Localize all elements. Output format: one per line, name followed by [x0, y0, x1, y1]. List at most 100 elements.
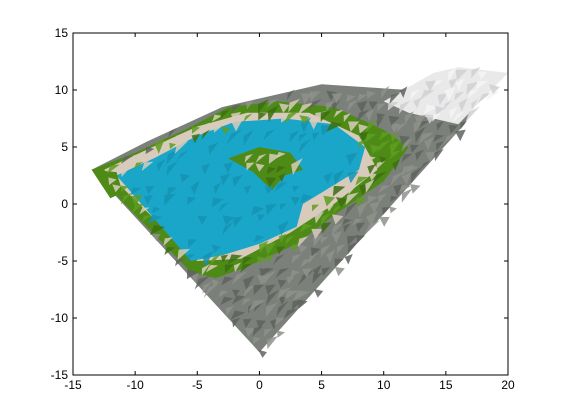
surface-facet — [477, 92, 493, 104]
surface-facet — [308, 99, 322, 111]
surface-facet — [448, 78, 458, 89]
surface-facet — [145, 186, 155, 195]
surface-facet — [177, 248, 191, 261]
surface-facet — [264, 186, 274, 195]
surface-facet — [131, 194, 143, 207]
surface-facet — [212, 114, 223, 122]
surface-facet — [355, 197, 368, 207]
surface-facet — [312, 132, 320, 141]
surface-facet — [389, 122, 401, 133]
surface-facet — [390, 195, 398, 203]
surface-facet — [409, 89, 420, 100]
surface-facet — [253, 337, 261, 345]
surface-facet — [201, 129, 211, 140]
surface-facet — [392, 159, 401, 171]
surface-facet — [297, 269, 315, 286]
surface-facet — [133, 161, 144, 170]
surface-facet — [286, 276, 295, 285]
x-tick-label: 0 — [256, 378, 263, 392]
surface-facet — [213, 124, 223, 133]
surface-facet — [147, 214, 163, 224]
surface-facet — [149, 224, 166, 236]
surface-facet — [433, 134, 445, 143]
surface-facet — [120, 192, 133, 205]
surface-facet — [433, 80, 444, 88]
surface-facet — [368, 172, 377, 181]
surface-facet — [344, 200, 359, 218]
surface-facet — [243, 275, 255, 291]
surface-facet — [331, 230, 342, 244]
surface-facet — [154, 137, 166, 154]
surface-facet — [166, 160, 179, 176]
surface-facet — [325, 204, 334, 212]
y-tick-label: -10 — [51, 311, 69, 325]
surface-facet — [376, 139, 392, 154]
surface-facet — [283, 110, 300, 124]
surface-facet — [226, 129, 243, 145]
surface-facet — [164, 247, 176, 256]
surface-facet — [230, 119, 243, 132]
surface-facet — [424, 80, 436, 92]
surface-facet — [425, 151, 436, 163]
surface-facet — [289, 130, 300, 143]
surface-facet — [106, 164, 120, 175]
surface-facet — [208, 142, 219, 156]
surface-facet — [312, 272, 323, 284]
surface-facet — [277, 330, 286, 338]
surface-facet — [213, 181, 222, 194]
surface-facet — [243, 129, 254, 146]
surface-facet — [261, 267, 274, 277]
surface-facet — [231, 270, 249, 286]
surface-facet — [278, 173, 286, 183]
y-tick-label: -5 — [57, 254, 68, 268]
surface-facet — [455, 78, 465, 91]
surface-facet — [332, 185, 346, 197]
surface-facet — [378, 185, 391, 194]
surface-facet — [420, 160, 431, 170]
surface-facet — [255, 153, 267, 163]
surface-facet — [191, 133, 201, 144]
surface-facet — [145, 153, 157, 163]
surface-facet — [242, 284, 256, 298]
x-tick-label: -15 — [64, 378, 82, 392]
surface-facet — [255, 163, 265, 172]
surface-facet — [275, 267, 290, 278]
surface-facet — [151, 206, 161, 214]
surface-facet — [367, 164, 376, 175]
surface-facet — [276, 287, 292, 301]
surface-facet — [257, 214, 265, 222]
surface-facet — [298, 300, 308, 309]
x-tick-label: 10 — [377, 378, 391, 392]
surface-facet — [401, 171, 412, 186]
surface-facet — [265, 302, 278, 318]
surface-facet — [331, 222, 345, 236]
surface-facet — [297, 236, 309, 248]
surface-facet — [242, 318, 252, 328]
surface-facet — [389, 92, 401, 104]
surface-facet — [474, 80, 489, 92]
surface-facet — [187, 196, 197, 206]
surface-facet — [314, 211, 325, 224]
surface-facet — [299, 115, 310, 125]
surface-facet — [145, 146, 155, 155]
surface-facet — [372, 171, 387, 185]
surface-facet — [197, 215, 208, 225]
surface-facet — [443, 100, 452, 111]
surface-facet — [299, 223, 313, 233]
surface-facet — [174, 140, 189, 154]
surface-facet — [258, 240, 269, 254]
surface-facet — [389, 150, 402, 160]
surface-facet — [376, 116, 385, 128]
surface-facet — [186, 254, 196, 262]
surface-facet — [313, 288, 324, 298]
surface-facet — [313, 264, 322, 278]
surface-facet — [364, 220, 381, 236]
x-tick-label: -10 — [126, 378, 144, 392]
surface-facet — [141, 161, 154, 172]
surface-facet — [334, 258, 344, 267]
surface-facet — [365, 178, 375, 193]
surface-facet — [266, 99, 278, 108]
surface-facet — [298, 133, 308, 142]
surface-facet — [320, 111, 332, 122]
